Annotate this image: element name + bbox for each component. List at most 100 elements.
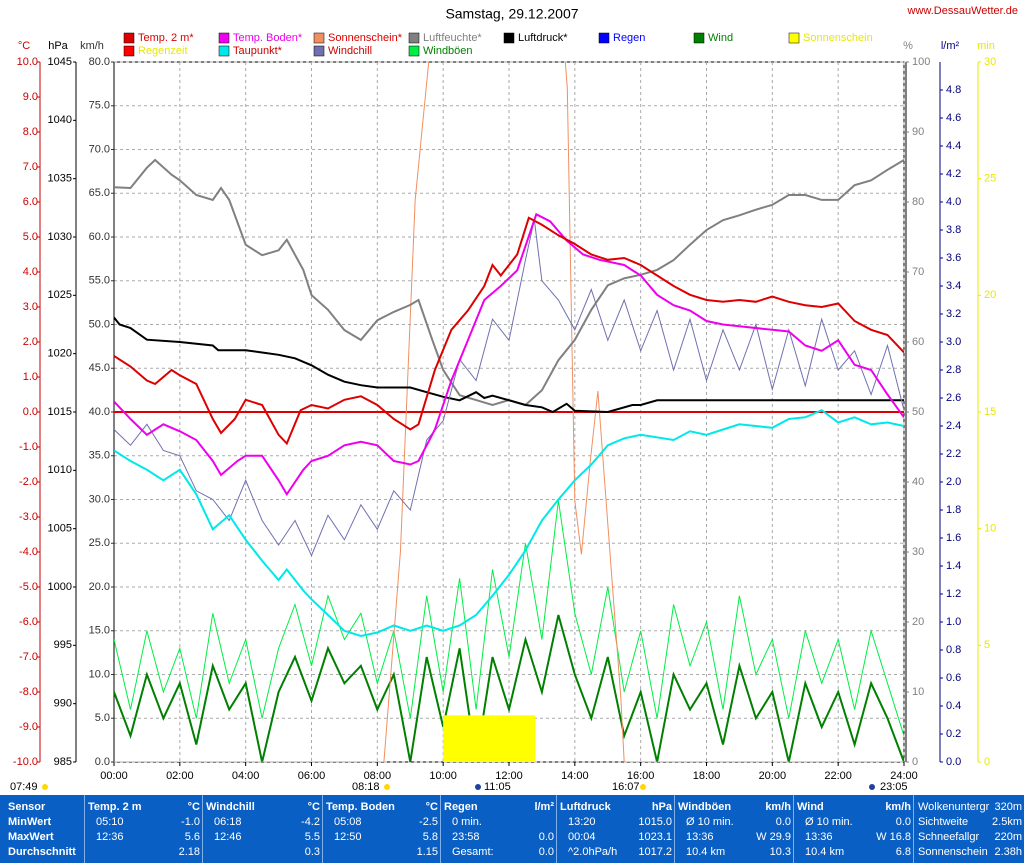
- column-separator: [556, 795, 557, 863]
- y-tick-label: 0.2: [946, 728, 961, 740]
- y-tick-label: 60: [912, 336, 924, 348]
- marker-icon: [640, 784, 646, 790]
- x-tick-label: 10:00: [429, 770, 457, 782]
- stats-cell: -4.2: [301, 816, 320, 828]
- legend-label: Luftdruck*: [518, 32, 568, 44]
- stats-extra-label: Wolkenuntergr: [918, 801, 990, 813]
- stats-cell: 0.3: [304, 846, 320, 858]
- stats-cell: 0 min.: [452, 816, 482, 828]
- legend-swatch: [598, 32, 610, 44]
- stats-extra-label: Schneefallgr: [918, 831, 980, 843]
- y-tick-label: 0.0: [95, 756, 110, 768]
- y-tick-label: 7.0: [23, 161, 38, 173]
- stats-cell: 5.6: [184, 831, 200, 843]
- y-tick-label: 40.0: [89, 406, 110, 418]
- series-line: [114, 62, 904, 762]
- stats-cell: 05:10: [96, 816, 124, 828]
- y-tick-label: 3.4: [946, 280, 961, 292]
- marker-icon: [475, 784, 481, 790]
- y-tick-label: 90: [912, 126, 924, 138]
- legend-swatch: [788, 32, 800, 44]
- stats-cell: 0.0: [538, 831, 554, 843]
- column-separator: [202, 795, 203, 863]
- axis-label: %: [903, 40, 913, 52]
- axis-label: °C: [18, 40, 30, 52]
- y-tick-label: 985: [54, 756, 72, 768]
- stats-cell: ^2.0hPa/h: [568, 846, 618, 858]
- legend-label: Sonnenschein: [803, 32, 873, 44]
- y-tick-label: 0.6: [946, 672, 961, 684]
- legend-swatch: [313, 32, 325, 44]
- stats-cell: 6.8: [895, 846, 911, 858]
- stats-col-unit: l/m²: [534, 801, 554, 813]
- y-tick-label: 0.0: [23, 406, 38, 418]
- legend-swatch: [313, 45, 325, 57]
- marker-icon: [869, 784, 875, 790]
- y-tick-label: 3.2: [946, 308, 961, 320]
- y-tick-label: 55.0: [89, 275, 110, 287]
- y-tick-label: -10.0: [13, 756, 38, 768]
- stats-cell: 12:50: [334, 831, 362, 843]
- y-tick-label: 2.6: [946, 392, 961, 404]
- y-tick-label: -3.0: [19, 511, 38, 523]
- legend-label: Regenzeit: [138, 45, 188, 57]
- y-tick-label: 4.6: [946, 112, 961, 124]
- x-tick-label: 06:00: [298, 770, 326, 782]
- y-tick-label: 1020: [48, 348, 72, 360]
- column-separator: [793, 795, 794, 863]
- stats-extra-label: Sichtweite: [918, 816, 969, 828]
- y-tick-label: 20: [912, 616, 924, 628]
- y-tick-label: 60.0: [89, 231, 110, 243]
- stats-extra-value: 320m: [994, 801, 1022, 813]
- series-line: [114, 212, 904, 497]
- y-tick-label: 30.0: [89, 493, 110, 505]
- x-tick-label: 14:00: [561, 770, 589, 782]
- y-tick-label: 8.0: [23, 126, 38, 138]
- y-tick-label: 2.2: [946, 448, 961, 460]
- y-tick-label: 1035: [48, 173, 72, 185]
- x-tick-label: 20:00: [759, 770, 787, 782]
- y-tick-label: 0.4: [946, 700, 961, 712]
- stats-cell: 1.15: [416, 846, 438, 858]
- stats-cell: 13:36: [805, 831, 833, 843]
- y-tick-label: 0.8: [946, 644, 961, 656]
- source-link[interactable]: www.DessauWetter.de: [907, 5, 1018, 17]
- legend-swatch: [123, 45, 135, 57]
- y-tick-label: -2.0: [19, 476, 38, 488]
- y-tick-label: 50.0: [89, 318, 110, 330]
- axis-label: l/m²: [941, 40, 960, 52]
- y-tick-label: 1.0: [23, 371, 38, 383]
- legend-label: Temp. Boden*: [233, 32, 303, 44]
- stats-table: Sensor MinWert MaxWert Durchschnitt Temp. 2 …: [0, 795, 1024, 863]
- stats-cell: W 16.8: [876, 831, 911, 843]
- stats-cell: 1015.0: [638, 816, 672, 828]
- y-tick-label: 2.8: [946, 364, 961, 376]
- y-tick-label: -5.0: [19, 581, 38, 593]
- y-tick-label: 1005: [48, 523, 72, 535]
- legend-label: Wind: [708, 32, 733, 44]
- stats-col-title: Wind: [797, 801, 824, 813]
- y-tick-label: 1000: [48, 581, 72, 593]
- chart: Samstag, 29.12.2007 www.DessauWetter.de …: [10, 5, 1018, 793]
- y-tick-label: 4.8: [946, 84, 961, 96]
- x-tick-label: 00:00: [100, 770, 128, 782]
- stats-col-unit: km/h: [885, 801, 911, 813]
- legend-swatch: [218, 45, 230, 57]
- y-tick-label: 4.0: [23, 266, 38, 278]
- series-line: [114, 216, 904, 446]
- stats-cell: Ø 10 min.: [805, 816, 853, 828]
- y-tick-label: 1010: [48, 464, 72, 476]
- time-marker: 07:49: [10, 781, 38, 793]
- y-tick-label: 2.4: [946, 420, 961, 432]
- stats-col-title: Windchill: [206, 801, 255, 813]
- y-tick-label: -9.0: [19, 721, 38, 733]
- time-marker: 08:18: [352, 781, 380, 793]
- y-tick-label: 25.0: [89, 537, 110, 549]
- axis-label: min: [977, 40, 995, 52]
- series-line: [114, 219, 904, 557]
- stats-col-title: Temp. 2 m: [88, 801, 142, 813]
- stats-cell: 10.4 km: [805, 846, 845, 858]
- axis-label: km/h: [80, 40, 104, 52]
- y-tick-label: -1.0: [19, 441, 38, 453]
- y-tick-label: 20: [984, 289, 996, 301]
